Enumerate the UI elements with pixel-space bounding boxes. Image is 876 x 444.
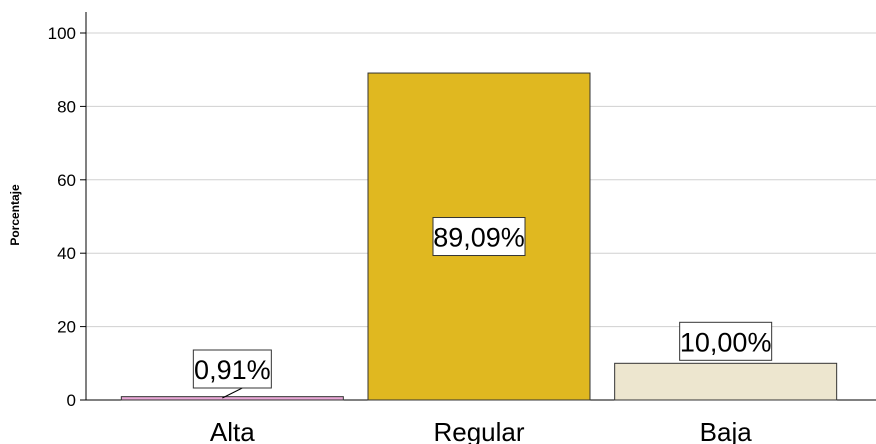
y-tick-label: 20 — [57, 318, 76, 337]
data-label-leader — [222, 387, 243, 399]
y-tick-label: 80 — [57, 97, 76, 116]
y-tick-label: 60 — [57, 171, 76, 190]
data-labels: 0,91% 89,09% 10,00% — [192, 217, 773, 399]
x-tick-label: Alta — [210, 417, 255, 444]
data-label-box — [679, 321, 773, 361]
data-label-text: 89,09% — [433, 223, 525, 253]
data-label: 0,91% — [192, 349, 272, 399]
data-label: 10,00% — [679, 321, 773, 361]
data-label-box — [432, 217, 526, 257]
x-tick-label: Regular — [433, 417, 524, 444]
data-label-text: 10,00% — [680, 327, 772, 357]
bar-baja — [614, 362, 838, 401]
y-tick-label: 100 — [48, 24, 76, 43]
y-tick-label: 40 — [57, 244, 76, 263]
y-tick-label: 0 — [67, 391, 76, 410]
x-tick-label: Baja — [700, 417, 753, 444]
data-label-box — [192, 349, 272, 389]
y-axis-label: Porcentaje — [8, 184, 22, 246]
x-tick-labels: Alta Regular Baja — [210, 417, 752, 444]
data-label-text: 0,91% — [194, 355, 271, 385]
bar-alta — [120, 396, 344, 401]
data-label: 89,09% — [432, 217, 526, 257]
